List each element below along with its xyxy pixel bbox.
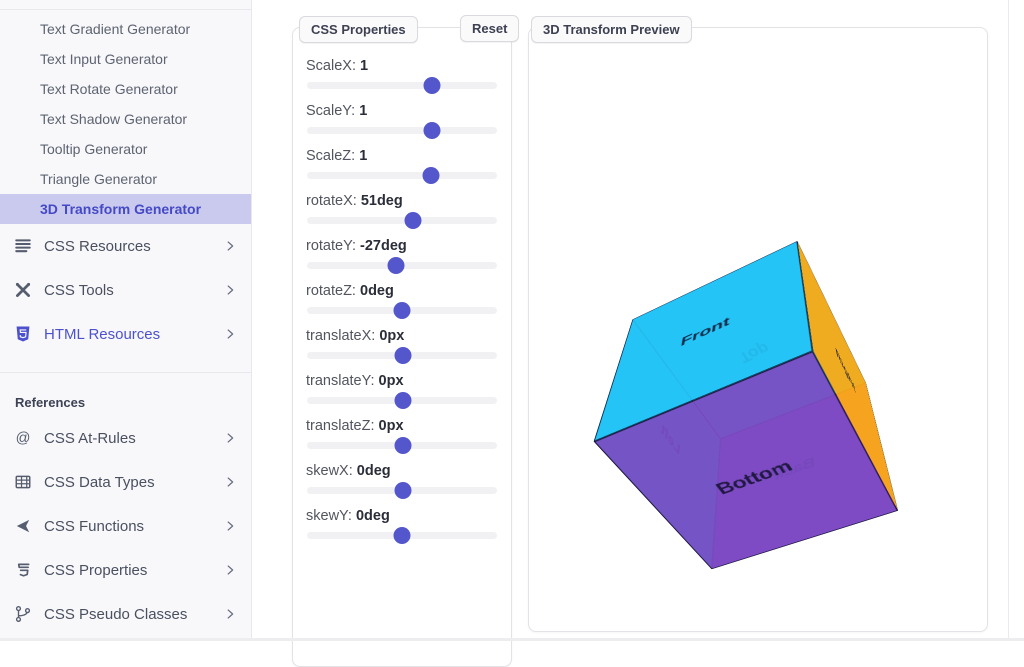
sidebar-item-label: CSS Data Types (44, 474, 223, 491)
slider-thumb[interactable] (424, 77, 441, 94)
slider-scalez: ScaleZ: 1 (305, 148, 499, 179)
slider-label: rotateY: -27deg (305, 238, 499, 254)
slider-thumb[interactable] (388, 257, 405, 274)
reset-button[interactable]: Reset (460, 15, 519, 42)
slider-skewx: skewX: 0deg (305, 463, 499, 494)
slider-label: skewX: 0deg (305, 463, 499, 479)
sidebar-item-css-resources[interactable]: CSS Resources (0, 224, 251, 268)
scalex-slider[interactable] (307, 82, 497, 89)
slider-thumb[interactable] (394, 392, 411, 409)
sidebar-item-css-pseudo-classes[interactable]: CSS Pseudo Classes (0, 592, 251, 636)
send-icon (14, 517, 32, 535)
page-scrollbar[interactable] (1008, 0, 1024, 641)
slider-skewy: skewY: 0deg (305, 508, 499, 539)
chevron-right-icon (223, 563, 237, 577)
sidebar-item-label: CSS Pseudo Classes (44, 606, 223, 623)
slider-thumb[interactable] (394, 437, 411, 454)
sidebar-item-3d-transform-generator[interactable]: 3D Transform Generator (0, 194, 251, 224)
skewx-slider[interactable] (307, 487, 497, 494)
slider-thumb[interactable] (423, 167, 440, 184)
slider-translatex: translateX: 0px (305, 328, 499, 359)
chevron-right-icon (223, 239, 237, 253)
slider-thumb[interactable] (424, 122, 441, 139)
scalez-slider[interactable] (307, 172, 497, 179)
sidebar-item-triangle-generator[interactable]: Triangle Generator (0, 164, 251, 194)
table-icon (14, 473, 32, 491)
slider-label: rotateX: 51deg (305, 193, 499, 209)
list-icon (14, 237, 32, 255)
chevron-right-icon (223, 283, 237, 297)
slider-translatey: translateY: 0px (305, 373, 499, 404)
cube-scene: Front Back Right Left Top Bottom (656, 309, 852, 505)
html5-icon (14, 325, 32, 343)
slider-label: translateY: 0px (305, 373, 499, 389)
slider-label: translateX: 0px (305, 328, 499, 344)
chevron-right-icon (223, 475, 237, 489)
sidebar-item-text-rotate-generator[interactable]: Text Rotate Generator (0, 74, 251, 104)
preview-tab: 3D Transform Preview (531, 16, 692, 43)
css-properties-tab: CSS Properties (299, 16, 418, 43)
sidebar-item-text-gradient-generator[interactable]: Text Gradient Generator (0, 14, 251, 44)
slider-thumb[interactable] (394, 302, 411, 319)
sidebar-item-css-data-types[interactable]: CSS Data Types (0, 460, 251, 504)
slider-label: ScaleY: 1 (305, 103, 499, 119)
sidebar-item-css-functions[interactable]: CSS Functions (0, 504, 251, 548)
css-properties-panel: ScaleX: 1 ScaleY: 1 ScaleZ: 1 rotateX: 5… (292, 27, 512, 667)
slider-label: ScaleX: 1 (305, 58, 499, 74)
slider-thumb[interactable] (394, 527, 411, 544)
sidebar-item-text-shadow-generator[interactable]: Text Shadow Generator (0, 104, 251, 134)
sidebar-item-label: CSS Properties (44, 562, 223, 579)
svg-text:@: @ (16, 431, 31, 447)
references-heading: References (0, 373, 251, 416)
rotatex-slider[interactable] (307, 217, 497, 224)
branch-icon (14, 605, 32, 623)
slider-translatez: translateZ: 0px (305, 418, 499, 449)
sidebar-item-html-resources[interactable]: HTML Resources (0, 312, 251, 356)
slider-label: ScaleZ: 1 (305, 148, 499, 164)
slider-rotatey: rotateY: -27deg (305, 238, 499, 269)
scaley-slider[interactable] (307, 127, 497, 134)
slider-scaley: ScaleY: 1 (305, 103, 499, 134)
rotatez-slider[interactable] (307, 307, 497, 314)
slider-label: translateZ: 0px (305, 418, 499, 434)
sidebar-item-label: HTML Resources (44, 326, 223, 343)
chevron-right-icon (223, 519, 237, 533)
tools-icon (14, 281, 32, 299)
sidebar-item-tooltip-generator[interactable]: Tooltip Generator (0, 134, 251, 164)
slider-label: rotateZ: 0deg (305, 283, 499, 299)
slider-label: skewY: 0deg (305, 508, 499, 524)
at-icon: @ (14, 429, 32, 447)
skewy-slider[interactable] (307, 532, 497, 539)
sidebar-item-css-tools[interactable]: CSS Tools (0, 268, 251, 312)
preview-panel: Front Back Right Left Top Bottom (528, 27, 988, 632)
translatex-slider[interactable] (307, 352, 497, 359)
css3-icon (14, 561, 32, 579)
slider-thumb[interactable] (394, 482, 411, 499)
sidebar-item-label: CSS Resources (44, 238, 223, 255)
slider-rotatez: rotateZ: 0deg (305, 283, 499, 314)
sidebar-item-label: CSS At-Rules (44, 430, 223, 447)
slider-thumb[interactable] (405, 212, 422, 229)
sidebar-item-css-properties[interactable]: CSS Properties (0, 548, 251, 592)
slider-scalex: ScaleX: 1 (305, 58, 499, 89)
chevron-right-icon (223, 327, 237, 341)
sidebar-item-text-input-generator[interactable]: Text Input Generator (0, 44, 251, 74)
slider-controls: ScaleX: 1 ScaleY: 1 ScaleZ: 1 rotateX: 5… (293, 28, 511, 539)
sidebar-item-label: CSS Tools (44, 282, 223, 299)
chevron-right-icon (223, 431, 237, 445)
sidebar: Text Gradient Generator Text Input Gener… (0, 0, 252, 641)
sidebar-item-css-at-rules[interactable]: @ CSS At-Rules (0, 416, 251, 460)
chevron-right-icon (223, 607, 237, 621)
translatez-slider[interactable] (307, 442, 497, 449)
generator-list: Text Gradient Generator Text Input Gener… (0, 10, 251, 224)
slider-thumb[interactable] (394, 347, 411, 364)
slider-rotatex: rotateX: 51deg (305, 193, 499, 224)
cube: Front Back Right Left Top Bottom (659, 318, 861, 512)
translatey-slider[interactable] (307, 397, 497, 404)
rotatey-slider[interactable] (307, 262, 497, 269)
sidebar-item-label: CSS Functions (44, 518, 223, 535)
